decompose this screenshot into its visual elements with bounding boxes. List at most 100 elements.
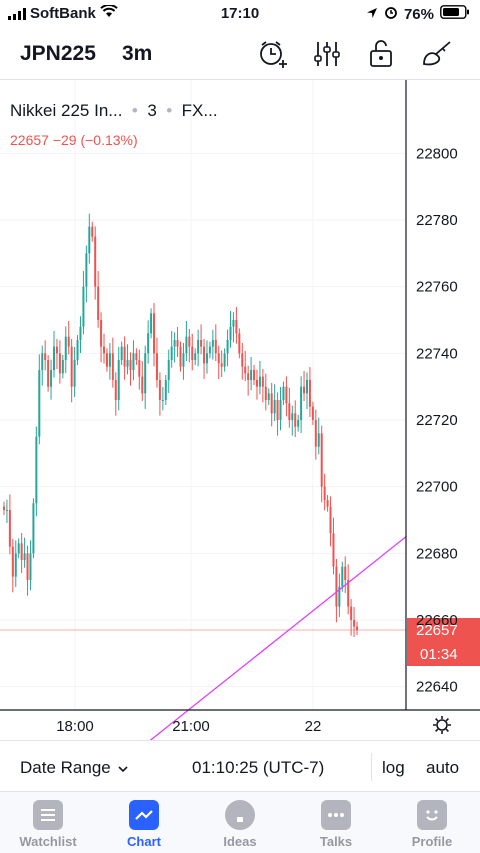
candle-body <box>94 236 97 287</box>
candle-body <box>35 436 38 504</box>
candle-body <box>329 506 332 534</box>
drawing-tools-icon[interactable] <box>419 36 455 72</box>
tab-label: Talks <box>319 834 353 849</box>
candle-body <box>288 403 291 420</box>
candle-body <box>129 360 132 370</box>
interval-button[interactable]: 3m <box>122 42 153 65</box>
candle-body <box>120 346 123 360</box>
candle-body <box>47 360 50 387</box>
last-price-label: 22657 <box>416 622 458 639</box>
candle-body <box>32 503 35 554</box>
bottom-controls: Date Range 01:10:25 (UTC-7) log auto <box>0 740 480 792</box>
legend-change: −29 <box>52 132 77 148</box>
candle-body <box>261 376 264 387</box>
alarm-icon <box>384 5 398 23</box>
price-tick: 22660 <box>416 612 458 629</box>
price-chart[interactable]: 22657 01:34 22800 22780 22760 22740 22720 2270… <box>0 80 480 740</box>
candle-body <box>267 393 270 400</box>
unlock-icon[interactable] <box>363 36 399 72</box>
candle-body <box>191 346 194 360</box>
candle-body <box>220 363 223 367</box>
legend-exchange: FX... <box>181 101 218 120</box>
candle-body <box>223 353 226 367</box>
candle-body <box>82 286 85 327</box>
candle-body <box>153 313 156 354</box>
candle-body <box>244 366 247 374</box>
candle-body <box>323 486 326 500</box>
symbol-button[interactable]: JPN225 <box>20 42 96 65</box>
candle-body <box>164 380 167 400</box>
candle-body <box>226 340 229 354</box>
candle-body <box>235 320 238 334</box>
price-tick: 22760 <box>416 279 458 296</box>
tab-profile[interactable]: Profile <box>384 792 480 853</box>
candle-body <box>305 380 308 394</box>
candle-body <box>338 586 341 607</box>
tab-label: Chart <box>127 834 161 849</box>
candle-body <box>108 353 111 367</box>
candle-body <box>188 336 191 347</box>
candle-body <box>103 346 106 354</box>
tab-watchlist[interactable]: Watchlist <box>0 792 96 853</box>
divider <box>371 753 372 781</box>
legend-price-line: 22657 −29 (−0.13%) <box>10 132 138 148</box>
trend-line <box>149 536 407 740</box>
candle-body <box>53 346 56 370</box>
candle-body <box>241 353 244 367</box>
status-right: 76% <box>366 5 470 23</box>
candle-body <box>217 353 220 364</box>
status-time: 17:10 <box>220 5 260 22</box>
candle-body <box>332 533 335 567</box>
candle-body <box>14 553 17 577</box>
date-range-label: Date Range <box>20 758 111 777</box>
chart-legend[interactable]: Nikkei 225 In... • 3 • FX... <box>10 101 218 120</box>
candle-body <box>158 380 161 400</box>
candle-body <box>117 360 120 400</box>
candle-body <box>147 333 150 354</box>
candles-layer <box>3 213 358 637</box>
candle-body <box>91 226 94 237</box>
candle-body <box>20 543 23 560</box>
legend-last-price: 22657 <box>10 132 49 148</box>
status-left: SoftBank <box>8 4 118 22</box>
indicators-icon[interactable] <box>309 36 345 72</box>
price-tick: 22800 <box>416 145 458 162</box>
candle-body <box>250 370 253 380</box>
candle-body <box>123 346 126 367</box>
candle-body <box>179 346 182 367</box>
tab-label: Profile <box>411 834 453 849</box>
bulb-icon <box>225 800 255 830</box>
candle-body <box>264 386 267 400</box>
candle-body <box>311 406 314 420</box>
candle-body <box>173 340 176 347</box>
candle-body <box>208 346 211 354</box>
candle-body <box>70 346 73 387</box>
candle-body <box>176 340 179 347</box>
timezone-clock[interactable]: 01:10:25 (UTC-7) <box>192 758 325 777</box>
countdown-label: 01:34 <box>420 646 458 663</box>
candle-body <box>308 380 311 407</box>
price-tick: 22720 <box>416 412 458 429</box>
time-tick: 22 <box>305 718 322 735</box>
candle-body <box>17 543 20 554</box>
tab-chart[interactable]: Chart <box>96 792 192 853</box>
log-toggle[interactable]: log <box>382 758 405 777</box>
candle-body <box>44 353 47 360</box>
date-range-button[interactable]: Date Range <box>20 758 129 778</box>
candle-body <box>279 400 282 420</box>
candle-body <box>214 340 217 354</box>
tab-talks[interactable]: Talks <box>288 792 384 853</box>
candle-body <box>317 433 320 447</box>
add-alert-icon[interactable] <box>255 36 291 72</box>
chart-settings-icon[interactable] <box>433 716 451 734</box>
candle-body <box>353 620 356 627</box>
candle-body <box>197 340 200 354</box>
auto-toggle[interactable]: auto <box>426 758 460 777</box>
tab-ideas[interactable]: Ideas <box>192 792 288 853</box>
candle-body <box>344 566 347 580</box>
candle-body <box>167 360 170 380</box>
candle-body <box>258 376 261 387</box>
candle-body <box>270 393 273 414</box>
candle-body <box>41 353 44 370</box>
candle-body <box>111 353 114 380</box>
